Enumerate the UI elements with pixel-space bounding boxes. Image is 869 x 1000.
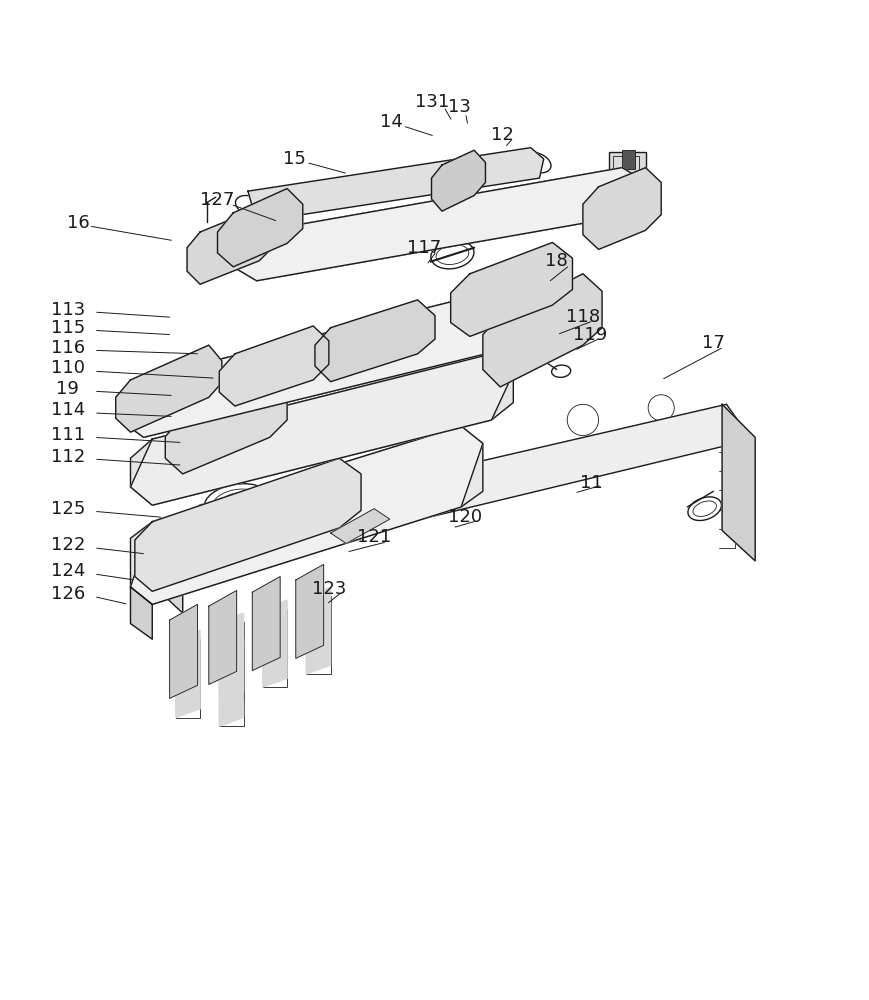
Text: 120: 120 — [448, 508, 482, 526]
Text: 119: 119 — [572, 326, 607, 344]
Text: 118: 118 — [565, 308, 600, 326]
Polygon shape — [482, 274, 601, 387]
Text: 11: 11 — [580, 474, 602, 492]
Text: 115: 115 — [50, 319, 85, 337]
Text: 124: 124 — [50, 562, 85, 580]
Text: 126: 126 — [50, 585, 85, 603]
Polygon shape — [130, 426, 482, 604]
Bar — [621, 150, 634, 169]
Text: 131: 131 — [415, 93, 449, 111]
Text: 17: 17 — [701, 334, 724, 352]
Text: 12: 12 — [491, 126, 514, 144]
Polygon shape — [262, 600, 287, 687]
Polygon shape — [120, 276, 582, 437]
Polygon shape — [169, 604, 197, 698]
Bar — [219, 648, 243, 726]
Text: 18: 18 — [545, 252, 567, 270]
Bar — [608, 152, 645, 178]
Text: 121: 121 — [356, 528, 391, 546]
Text: 122: 122 — [50, 536, 85, 554]
Text: 112: 112 — [50, 448, 85, 466]
Polygon shape — [233, 168, 645, 281]
Polygon shape — [209, 590, 236, 684]
Polygon shape — [233, 168, 645, 281]
Polygon shape — [219, 326, 328, 406]
Text: 116: 116 — [50, 339, 85, 357]
Polygon shape — [165, 383, 287, 474]
Text: 110: 110 — [50, 359, 85, 377]
Polygon shape — [330, 509, 389, 544]
Polygon shape — [219, 613, 243, 700]
Bar — [219, 622, 243, 700]
Text: 125: 125 — [50, 500, 85, 518]
Text: 19: 19 — [56, 380, 79, 398]
Text: 16: 16 — [67, 214, 90, 232]
Polygon shape — [295, 564, 323, 658]
Polygon shape — [135, 458, 361, 591]
Polygon shape — [130, 354, 513, 505]
Text: 14: 14 — [380, 113, 402, 131]
Polygon shape — [143, 539, 182, 613]
Polygon shape — [130, 587, 152, 639]
Text: 15: 15 — [282, 150, 305, 168]
Polygon shape — [582, 168, 660, 249]
Polygon shape — [130, 426, 482, 604]
Polygon shape — [721, 404, 754, 561]
Polygon shape — [116, 345, 222, 432]
Polygon shape — [315, 300, 434, 382]
Bar — [262, 609, 287, 687]
Text: 123: 123 — [311, 580, 346, 598]
Polygon shape — [130, 354, 513, 505]
Polygon shape — [219, 639, 243, 726]
Text: 117: 117 — [407, 239, 441, 257]
Bar — [176, 639, 200, 718]
Text: 111: 111 — [50, 426, 85, 444]
Polygon shape — [450, 242, 572, 336]
Polygon shape — [176, 631, 200, 718]
Text: 113: 113 — [50, 301, 85, 319]
Text: 127: 127 — [200, 191, 235, 209]
Text: 13: 13 — [448, 98, 470, 116]
Bar — [613, 156, 639, 174]
Polygon shape — [252, 577, 280, 671]
Polygon shape — [431, 150, 485, 211]
Polygon shape — [217, 189, 302, 267]
Polygon shape — [143, 404, 747, 577]
Polygon shape — [248, 148, 543, 222]
Text: 114: 114 — [50, 401, 85, 419]
Bar — [306, 596, 330, 674]
Polygon shape — [120, 276, 582, 437]
Polygon shape — [187, 208, 274, 284]
Polygon shape — [306, 587, 330, 674]
